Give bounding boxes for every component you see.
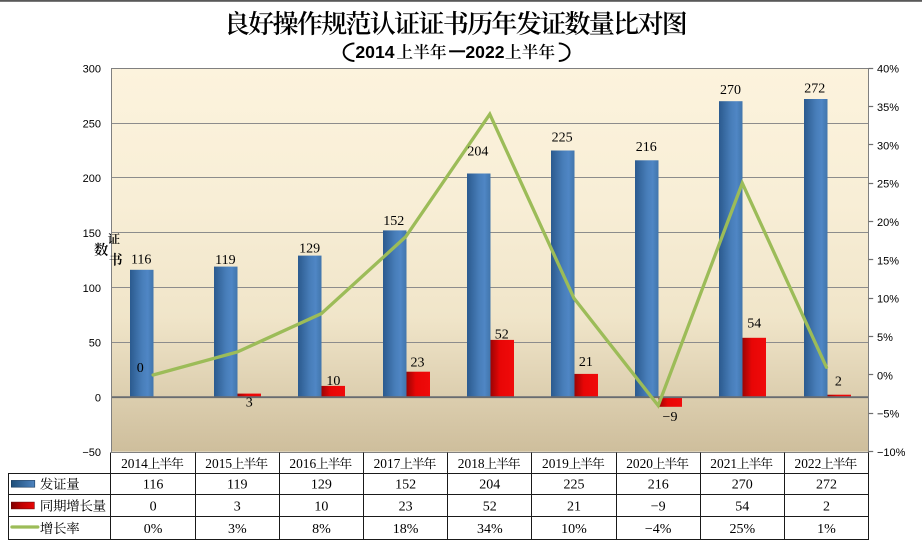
- svg-text:−50: −50: [82, 447, 101, 459]
- svg-text:2: 2: [823, 499, 830, 514]
- svg-text:0: 0: [95, 392, 101, 404]
- svg-text:270: 270: [720, 83, 741, 98]
- svg-text:270: 270: [732, 478, 753, 493]
- svg-text:50: 50: [89, 338, 101, 350]
- svg-text:3: 3: [246, 395, 253, 410]
- svg-text:2015: 2015: [205, 456, 232, 471]
- svg-text:0%: 0%: [877, 370, 893, 382]
- svg-text:21: 21: [579, 355, 593, 370]
- svg-text:250: 250: [83, 119, 101, 131]
- svg-text:20%: 20%: [877, 217, 899, 229]
- svg-text:52: 52: [495, 328, 509, 343]
- svg-text:2020: 2020: [626, 456, 653, 471]
- svg-text:2: 2: [835, 375, 842, 390]
- svg-text:204: 204: [479, 478, 500, 493]
- svg-text:2017: 2017: [374, 456, 401, 471]
- svg-text:129: 129: [311, 478, 332, 493]
- svg-text:34%: 34%: [477, 522, 503, 537]
- svg-text:2014: 2014: [355, 42, 394, 62]
- svg-text:119: 119: [215, 253, 235, 268]
- svg-text:225: 225: [552, 131, 573, 146]
- svg-text:300: 300: [83, 64, 101, 76]
- svg-text:272: 272: [816, 478, 837, 493]
- svg-text:129: 129: [299, 242, 320, 257]
- svg-text:216: 216: [636, 140, 657, 155]
- svg-text:10%: 10%: [561, 522, 587, 537]
- svg-text:10%: 10%: [877, 294, 899, 306]
- svg-text:−5%: −5%: [877, 409, 900, 421]
- svg-text:2014: 2014: [121, 456, 148, 471]
- svg-text:−9: −9: [651, 499, 666, 514]
- svg-text:116: 116: [131, 253, 151, 268]
- svg-text:5%: 5%: [877, 332, 893, 344]
- svg-text:30%: 30%: [877, 140, 899, 152]
- svg-text:2018: 2018: [458, 456, 485, 471]
- svg-text:8%: 8%: [312, 522, 331, 537]
- svg-text:54: 54: [747, 317, 761, 332]
- svg-text:52: 52: [483, 499, 497, 514]
- svg-text:23: 23: [399, 499, 413, 514]
- svg-text:116: 116: [143, 478, 163, 493]
- svg-text:−10%: −10%: [877, 447, 906, 459]
- svg-text:−9: −9: [663, 410, 678, 425]
- svg-text:200: 200: [83, 173, 101, 185]
- svg-text:204: 204: [467, 144, 488, 159]
- svg-text:40%: 40%: [877, 64, 899, 76]
- svg-text:15%: 15%: [877, 255, 899, 267]
- svg-text:25%: 25%: [877, 179, 899, 191]
- svg-text:119: 119: [227, 478, 247, 493]
- svg-text:0: 0: [137, 361, 144, 376]
- svg-text:23: 23: [411, 356, 425, 371]
- svg-text:272: 272: [804, 82, 825, 97]
- svg-text:25%: 25%: [729, 522, 755, 537]
- svg-text:2019: 2019: [542, 456, 569, 471]
- svg-text:18%: 18%: [393, 522, 419, 537]
- svg-text:3: 3: [234, 499, 241, 514]
- svg-text:10: 10: [314, 499, 328, 514]
- svg-text:225: 225: [564, 478, 585, 493]
- svg-text:−4%: −4%: [645, 522, 672, 537]
- svg-text:0: 0: [150, 499, 157, 514]
- svg-text:2016: 2016: [289, 456, 316, 471]
- svg-text:3%: 3%: [228, 522, 247, 537]
- svg-text:152: 152: [395, 478, 416, 493]
- svg-text:0%: 0%: [144, 522, 163, 537]
- svg-text:35%: 35%: [877, 102, 899, 114]
- svg-text:216: 216: [648, 478, 669, 493]
- svg-text:54: 54: [735, 499, 749, 514]
- svg-text:152: 152: [383, 214, 404, 229]
- svg-text:1%: 1%: [817, 522, 836, 537]
- svg-text:100: 100: [83, 283, 101, 295]
- svg-text:150: 150: [83, 228, 101, 240]
- svg-text:2022: 2022: [465, 42, 504, 62]
- svg-text:2022: 2022: [795, 456, 822, 471]
- svg-text:10: 10: [326, 374, 340, 389]
- svg-text:2021: 2021: [710, 456, 737, 471]
- svg-text:21: 21: [567, 499, 581, 514]
